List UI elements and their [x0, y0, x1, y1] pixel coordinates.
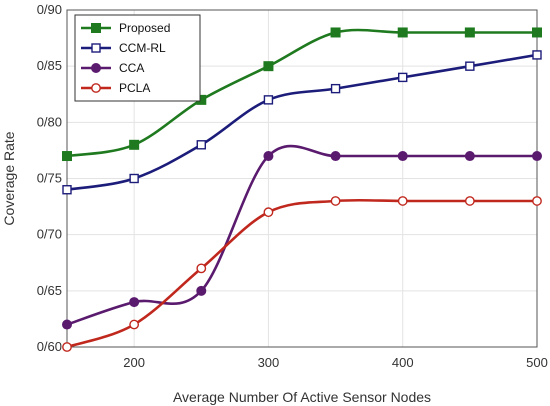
x-axis-title: Average Number Of Active Sensor Nodes [173, 389, 431, 405]
series-group [62, 27, 542, 352]
data-point-ccm-rl [62, 185, 72, 195]
data-point-proposed [330, 27, 341, 38]
data-point-pcla [464, 196, 475, 206]
x-tick-label: 500 [526, 355, 548, 370]
data-point-cca [464, 151, 475, 162]
data-point-ccm-rl [330, 83, 341, 94]
plot-area [66, 9, 538, 348]
series-line-pcla [66, 198, 537, 349]
series-pcla [62, 196, 542, 352]
legend-marker [91, 43, 101, 53]
legend-item-cca: CCA [81, 61, 144, 75]
x-tick-label: 300 [258, 355, 280, 370]
x-tick-label: 200 [123, 355, 145, 370]
data-point-proposed [464, 27, 475, 38]
data-point-pcla [397, 196, 408, 206]
data-point-cca [532, 151, 542, 162]
series-line-cca [66, 144, 537, 326]
data-point-pcla [263, 207, 274, 218]
legend: Proposed CCM-RL CCA PCLA [74, 14, 201, 102]
data-point-ccm-rl [196, 140, 206, 150]
data-point-cca [263, 151, 274, 162]
legend-label: CCM-RL [119, 41, 166, 55]
y-tick-label: 0/60 [37, 339, 62, 354]
data-point-cca [330, 151, 341, 162]
data-point-ccm-rl [465, 61, 475, 71]
series-ccm-rl [62, 50, 542, 195]
legend-marker [91, 23, 101, 33]
series-line-proposed [66, 28, 537, 158]
data-point-cca [129, 297, 140, 308]
data-point-cca [62, 319, 72, 330]
data-point-pcla [129, 319, 140, 330]
data-point-ccm-rl [263, 95, 274, 105]
legend-item-pcla: PCLA [81, 81, 150, 95]
x-tick-label: 400 [392, 355, 414, 370]
series-cca [62, 144, 542, 330]
legend-item-proposed: Proposed [81, 21, 170, 35]
legend-item-ccm-rl: CCM-RL [81, 41, 166, 55]
legend-marker [91, 63, 101, 73]
legend-label: Proposed [119, 21, 170, 35]
legend-label: PCLA [119, 81, 150, 95]
axis-ticks: 0/60 0/65 0/70 0/75 0/80 0/85 0/90 200 300 400 500 [37, 2, 548, 370]
data-point-proposed [532, 27, 542, 38]
y-tick-label: 0/90 [37, 2, 62, 17]
data-point-ccm-rl [398, 72, 408, 83]
y-tick-label: 0/75 [37, 171, 62, 186]
data-point-pcla [196, 263, 207, 274]
data-point-pcla [62, 342, 72, 352]
y-tick-label: 0/70 [37, 227, 62, 242]
data-point-pcla [532, 196, 542, 206]
data-point-proposed [62, 151, 72, 162]
data-point-proposed [129, 139, 140, 150]
series-proposed [62, 27, 542, 162]
y-tick-label: 0/85 [37, 58, 62, 73]
data-point-ccm-rl [129, 173, 139, 184]
y-tick-label: 0/80 [37, 114, 62, 129]
y-tick-label: 0/65 [37, 283, 62, 298]
data-point-proposed [263, 61, 274, 72]
data-point-ccm-rl [532, 50, 542, 60]
series-line-ccm-rl [66, 53, 538, 191]
y-axis-title: Coverage Rate [1, 131, 17, 225]
legend-label: CCA [119, 61, 144, 75]
data-point-cca [397, 151, 408, 162]
data-point-pcla [330, 196, 341, 206]
data-point-cca [196, 285, 207, 296]
data-point-proposed [397, 27, 408, 38]
legend-marker [91, 83, 101, 93]
